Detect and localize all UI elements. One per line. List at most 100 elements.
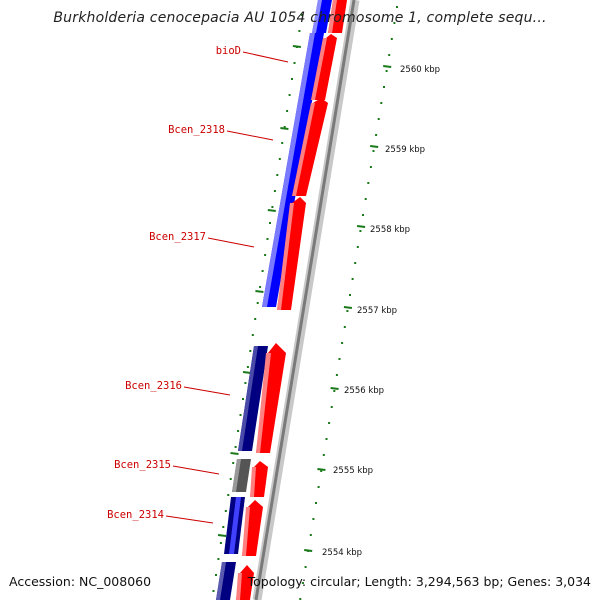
inner-minor-tick bbox=[276, 174, 279, 176]
inner-minor-tick bbox=[222, 526, 225, 528]
outer-minor-tick bbox=[390, 38, 393, 40]
gene-fwd-3-shade bbox=[292, 103, 315, 196]
inner-minor-tick bbox=[224, 510, 227, 512]
reverse-strand-genes bbox=[216, 0, 332, 600]
inner-minor-tick bbox=[273, 190, 276, 192]
outer-minor-tick bbox=[354, 262, 357, 264]
label-Bcen_2318[interactable]: Bcen_2318 bbox=[168, 124, 225, 136]
outer-minor-tick bbox=[322, 454, 325, 456]
outer-minor-tick bbox=[362, 214, 364, 216]
inner-minor-tick bbox=[232, 462, 235, 464]
inner-major-tick bbox=[280, 127, 289, 130]
scale-label-layer: 2560 kbp 2559 kbp 2558 kbp 2557 kbp 2556… bbox=[322, 65, 440, 558]
outer-minor-tick bbox=[380, 102, 383, 104]
gene-fwd-5[interactable] bbox=[256, 343, 286, 453]
outer-minor-tick bbox=[333, 390, 336, 392]
label-bioD[interactable]: bioD bbox=[216, 45, 241, 57]
inner-major-tick bbox=[267, 209, 276, 212]
inner-minor-tick bbox=[212, 590, 215, 592]
gene-fwd-4-shade bbox=[277, 203, 294, 310]
backbone bbox=[252, 0, 360, 600]
outer-major-tick bbox=[304, 549, 313, 552]
label-Bcen_2317[interactable]: Bcen_2317 bbox=[149, 231, 206, 243]
inner-minor-tick bbox=[266, 238, 269, 240]
label-line-Bcen_2318 bbox=[226, 130, 274, 141]
inner-minor-tick bbox=[286, 110, 289, 112]
inner-minor-tick bbox=[256, 302, 259, 304]
outer-minor-tick bbox=[349, 294, 351, 296]
inner-minor-tick bbox=[217, 558, 220, 560]
outer-minor-tick bbox=[369, 166, 372, 168]
outer-minor-tick bbox=[304, 566, 307, 568]
gene-bottom-reverse-shade bbox=[216, 562, 226, 600]
gene-fwd-6-shade bbox=[250, 467, 256, 497]
gene-Bcen_2317-shade bbox=[262, 33, 315, 307]
inner-minor-tick bbox=[227, 494, 230, 496]
outer-minor-tick bbox=[312, 518, 315, 520]
inner-major-tick bbox=[255, 290, 264, 293]
gene-fwd-7-shade bbox=[242, 507, 250, 556]
inner-major-tick bbox=[292, 45, 302, 48]
outer-minor-tick bbox=[341, 342, 344, 344]
outer-major-tick bbox=[317, 468, 326, 471]
outer-minor-tick bbox=[343, 326, 346, 328]
gene-fwd-1-shade bbox=[328, 0, 337, 33]
outer-minor-tick bbox=[328, 422, 331, 424]
scale-label-2557: 2557 kbp bbox=[357, 306, 397, 316]
outer-minor-tick bbox=[375, 134, 378, 136]
inner-minor-tick bbox=[298, 30, 301, 32]
inner-tick-track bbox=[212, 14, 303, 592]
inner-minor-tick bbox=[242, 398, 244, 400]
scale-label-2556: 2556 kbp bbox=[344, 386, 384, 396]
inner-minor-tick bbox=[259, 286, 262, 288]
gene-Bcen_2315-shade bbox=[232, 459, 241, 492]
outer-minor-tick bbox=[377, 118, 380, 120]
outer-minor-tick bbox=[315, 502, 317, 504]
outer-minor-tick bbox=[385, 70, 388, 72]
outer-tick-track bbox=[299, 6, 398, 600]
label-line-Bcen_2316 bbox=[183, 386, 231, 396]
gene-fwd-5-shade bbox=[256, 353, 271, 453]
inner-minor-tick bbox=[234, 446, 237, 448]
map-title: Burkholderia cenocepacia AU 1054 chromos… bbox=[53, 10, 547, 26]
outer-minor-tick bbox=[372, 150, 375, 152]
inner-minor-tick bbox=[246, 366, 249, 368]
label-Bcen_2316[interactable]: Bcen_2316 bbox=[125, 380, 182, 392]
outer-minor-tick bbox=[317, 486, 320, 488]
inner-major-tick bbox=[242, 371, 252, 374]
inner-minor-tick bbox=[291, 78, 293, 80]
label-Bcen_2314[interactable]: Bcen_2314 bbox=[107, 509, 164, 521]
inner-minor-tick bbox=[283, 126, 286, 128]
outer-minor-tick bbox=[364, 198, 367, 200]
gene-label-layer: bioD Bcen_2318 Bcen_2317 Bcen_2316 Bcen_… bbox=[107, 45, 289, 524]
outer-minor-tick bbox=[325, 438, 328, 440]
gene-fwd-2-shade bbox=[311, 38, 327, 100]
scale-label-2560: 2560 kbp bbox=[400, 65, 440, 75]
accession-label: Accession: NC_008060 bbox=[9, 574, 152, 589]
outer-major-tick bbox=[356, 225, 366, 228]
inner-minor-tick bbox=[215, 574, 217, 576]
outer-minor-tick bbox=[346, 310, 349, 312]
inner-minor-tick bbox=[239, 414, 242, 416]
scale-label-2559: 2559 kbp bbox=[385, 145, 425, 155]
outer-minor-tick bbox=[330, 406, 333, 408]
gene-Bcen_2316-shade bbox=[238, 346, 258, 451]
inner-minor-tick bbox=[281, 142, 284, 144]
label-line-Bcen_2315 bbox=[172, 465, 220, 475]
outer-minor-tick bbox=[359, 230, 362, 232]
outer-minor-tick bbox=[338, 358, 341, 360]
outer-minor-tick bbox=[301, 582, 304, 584]
inner-minor-tick bbox=[244, 382, 247, 384]
label-line-Bcen_2317 bbox=[207, 237, 255, 248]
inner-minor-tick bbox=[219, 542, 222, 544]
outer-minor-tick bbox=[320, 470, 323, 472]
outer-major-tick bbox=[370, 145, 379, 148]
inner-minor-tick bbox=[300, 14, 303, 16]
forward-strand-genes bbox=[236, 0, 347, 600]
inner-minor-tick bbox=[251, 334, 254, 336]
label-Bcen_2315[interactable]: Bcen_2315 bbox=[114, 459, 171, 471]
inner-major-tick bbox=[230, 452, 239, 455]
sequence-summary: Topology: circular; Length: 3,294,563 bp… bbox=[247, 574, 591, 589]
